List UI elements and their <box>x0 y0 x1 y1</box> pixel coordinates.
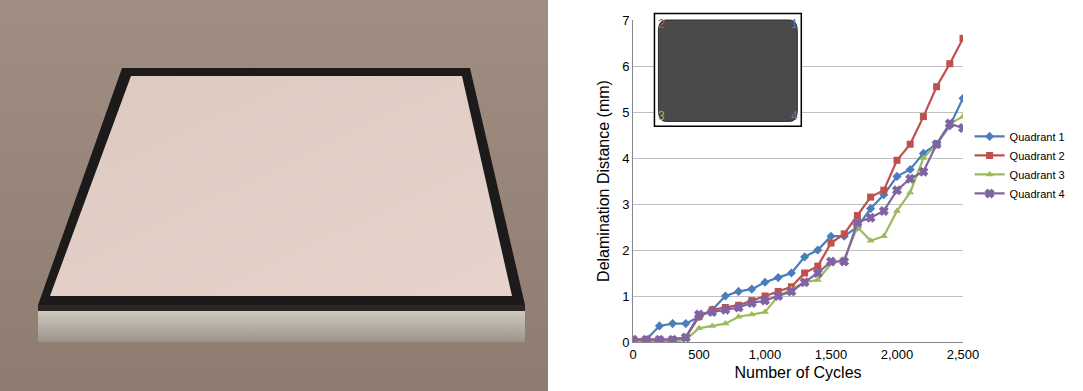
svg-text:6: 6 <box>622 59 629 74</box>
svg-text:Quadrant 3: Quadrant 3 <box>1010 169 1065 181</box>
svg-text:0: 0 <box>622 335 629 350</box>
svg-text:3: 3 <box>658 109 665 123</box>
svg-text:500: 500 <box>688 347 710 362</box>
svg-text:1,000: 1,000 <box>749 347 782 362</box>
svg-text:7: 7 <box>622 13 629 28</box>
svg-text:Quadrant 2: Quadrant 2 <box>1010 150 1065 162</box>
svg-text:Number of Cycles: Number of Cycles <box>734 364 861 381</box>
svg-text:5: 5 <box>622 105 629 120</box>
svg-text:4: 4 <box>791 109 798 123</box>
svg-text:0: 0 <box>629 347 636 362</box>
svg-text:2: 2 <box>622 243 629 258</box>
svg-text:2: 2 <box>658 17 665 31</box>
svg-text:Quadrant 4: Quadrant 4 <box>1010 188 1065 200</box>
svg-text:3: 3 <box>622 197 629 212</box>
svg-text:1: 1 <box>791 17 798 31</box>
svg-text:2,000: 2,000 <box>881 347 914 362</box>
svg-text:1,500: 1,500 <box>815 347 848 362</box>
svg-text:1: 1 <box>622 289 629 304</box>
svg-text:4: 4 <box>622 151 629 166</box>
svg-text:2,500: 2,500 <box>947 347 980 362</box>
svg-text:Delamination Distance (mm): Delamination Distance (mm) <box>595 80 612 282</box>
svg-text:Quadrant 1: Quadrant 1 <box>1010 131 1065 143</box>
